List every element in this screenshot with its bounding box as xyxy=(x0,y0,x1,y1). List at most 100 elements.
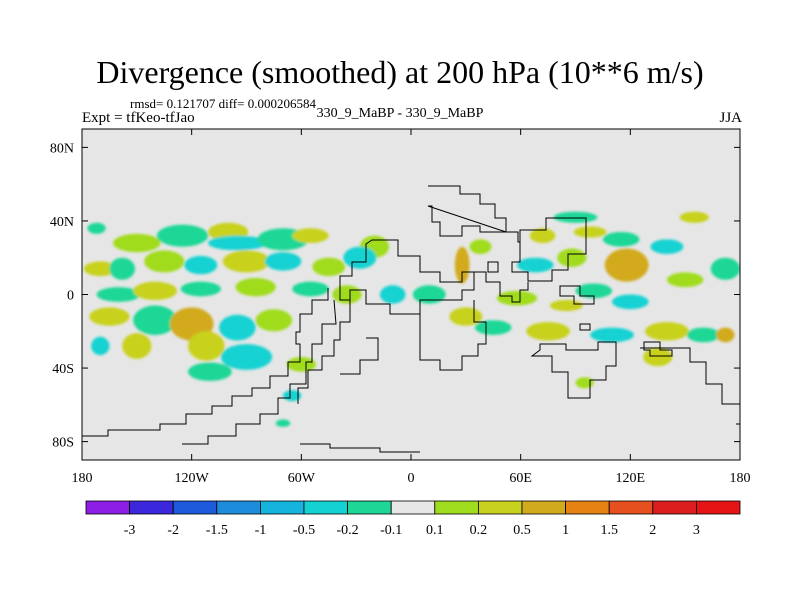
colorbar-label: 0.1 xyxy=(426,523,444,538)
colorbar-label: 3 xyxy=(693,523,700,538)
divergence-blob xyxy=(474,320,512,335)
divergence-blob xyxy=(602,231,640,247)
colorbar-swatch xyxy=(85,500,130,515)
x-tick-label: 180 xyxy=(730,471,751,486)
colorbar-label: -0.5 xyxy=(293,523,315,538)
divergence-blob xyxy=(604,248,649,282)
divergence-blob xyxy=(686,327,720,343)
colorbar-label: 0.2 xyxy=(470,523,488,538)
x-tick-label: 0 xyxy=(408,471,415,486)
divergence-blob xyxy=(412,285,446,304)
divergence-blob xyxy=(573,226,607,238)
divergence-blob xyxy=(222,250,271,273)
divergence-blob xyxy=(643,347,673,367)
divergence-blob xyxy=(449,307,483,326)
x-tick-label: 120E xyxy=(616,471,646,486)
divergence-blob xyxy=(575,377,594,389)
divergence-blob xyxy=(219,314,256,341)
divergence-blob xyxy=(144,250,185,273)
colorbar-swatch xyxy=(347,500,392,515)
y-tick-label: 80S xyxy=(52,436,74,451)
colorbar-swatch xyxy=(303,500,348,515)
divergence-blob xyxy=(469,239,492,255)
divergence-blob xyxy=(122,333,152,359)
colorbar-swatch xyxy=(652,500,697,515)
colorbar-label: -1 xyxy=(255,523,267,538)
divergence-blob xyxy=(332,285,362,304)
divergence-blob xyxy=(553,211,598,223)
divergence-blob xyxy=(83,261,117,277)
divergence-blob xyxy=(379,285,406,304)
divergence-blob xyxy=(286,357,316,372)
divergence-blob xyxy=(292,281,329,297)
divergence-blob xyxy=(180,281,221,297)
colorbar-label: -2 xyxy=(167,523,179,538)
divergence-blob xyxy=(549,300,583,312)
divergence-blob xyxy=(208,235,267,251)
divergence-blob xyxy=(454,246,470,284)
colorbar-swatch xyxy=(565,500,610,515)
divergence-blob xyxy=(87,222,106,234)
axes: 180 120W 60W 0 60E 120E 180 80N 40N 0 40S 80S xyxy=(50,129,751,486)
colorbar-label: -0.1 xyxy=(380,523,402,538)
colorbar-swatch xyxy=(390,500,436,515)
divergence-blob xyxy=(644,322,689,341)
colorbar-swatch xyxy=(608,500,654,515)
x-tick-label: 120W xyxy=(175,471,210,486)
colorbar-swatch xyxy=(521,500,566,515)
colorbar-swatch xyxy=(477,500,523,515)
colorbar-swatch xyxy=(216,500,261,515)
divergence-blob xyxy=(275,419,291,427)
x-tick-label: 60W xyxy=(288,471,316,486)
colorbar-swatch xyxy=(172,500,218,515)
colorbar-label: -3 xyxy=(124,523,136,538)
divergence-blob xyxy=(292,228,329,244)
colorbar-label: 1 xyxy=(562,523,569,538)
divergence-blob xyxy=(312,257,346,277)
stats-label: rmsd= 0.121707 diff= 0.000206584 xyxy=(130,96,316,111)
divergence-blob xyxy=(188,331,225,361)
coastlines xyxy=(82,185,740,453)
y-tick-label: 40S xyxy=(52,362,74,377)
divergence-blob xyxy=(650,239,684,255)
divergence-blob xyxy=(89,307,130,326)
case-label: 330_9_MaBP - 330_9_MaBP xyxy=(316,106,484,121)
divergence-blob xyxy=(666,272,704,288)
divergence-blob xyxy=(526,322,571,341)
colorbar-label: 2 xyxy=(649,523,656,538)
y-tick-label: 0 xyxy=(67,289,74,304)
divergence-blob xyxy=(184,255,218,275)
divergence-blob xyxy=(517,257,554,273)
season-label: JJA xyxy=(719,110,742,126)
y-tick-label: 40N xyxy=(50,215,74,230)
colorbar: -3 -2 -1.5 -1 -0.5 -0.2 -0.1 0.1 0.2 0.5 1 1.5 2 3 xyxy=(85,500,741,538)
divergence-blob xyxy=(557,248,587,267)
divergence-blob xyxy=(96,287,141,302)
divergence-blob xyxy=(235,277,276,297)
divergence-blob xyxy=(710,257,740,280)
x-tick-label: 180 xyxy=(72,471,93,486)
divergence-blob xyxy=(575,283,613,299)
divergence-blob xyxy=(133,281,178,301)
colorbar-label: -0.2 xyxy=(337,523,359,538)
map-background xyxy=(82,129,740,460)
colorbar-swatch xyxy=(129,500,174,515)
divergence-blob xyxy=(156,224,209,247)
divergence-blob xyxy=(255,309,293,332)
divergence-blob xyxy=(133,305,178,335)
colorbar-label: 1.5 xyxy=(600,523,618,538)
colorbar-label: 0.5 xyxy=(513,523,531,538)
colorbar-swatch xyxy=(434,500,479,515)
divergence-blob xyxy=(113,233,161,253)
chart-title: Divergence (smoothed) at 200 hPa (10**6 … xyxy=(96,54,704,90)
divergence-blob xyxy=(220,344,273,370)
x-tick-label: 60E xyxy=(509,471,532,486)
divergence-blob xyxy=(590,327,634,343)
divergence-blob xyxy=(91,336,110,356)
experiment-label: Expt = tfKeo-tfJao xyxy=(82,110,195,126)
divergence-blob xyxy=(264,252,302,271)
colorbar-label: -1.5 xyxy=(206,523,228,538)
divergence-blob xyxy=(496,290,538,306)
colorbar-swatch xyxy=(696,500,741,515)
